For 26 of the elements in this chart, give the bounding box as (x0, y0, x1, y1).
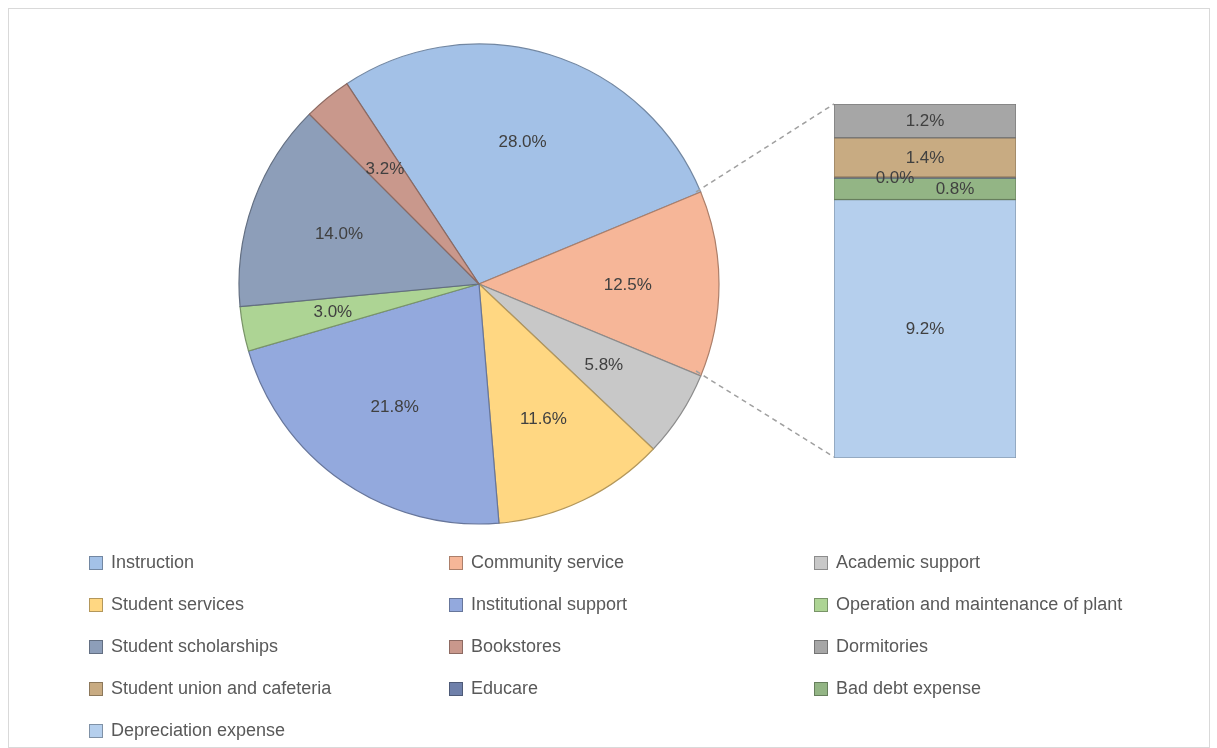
data-label: 1.2% (905, 111, 945, 131)
legend-label: Educare (471, 678, 539, 699)
data-label: 21.8% (370, 397, 419, 417)
data-label: 14.0% (314, 224, 364, 244)
legend-label: Instruction (111, 552, 195, 573)
legend-label: Student scholarships (111, 636, 279, 657)
legend-label: Academic support (836, 552, 981, 573)
legend-label: Student services (111, 594, 245, 615)
legend-label: Operation and maintenance of plant (836, 594, 1123, 615)
data-label: 28.0% (498, 132, 547, 152)
legend-label: Bad debt expense (836, 678, 982, 699)
data-label: 9.2% (905, 319, 945, 339)
data-label: 3.2% (365, 159, 405, 179)
data-label: 5.8% (584, 355, 624, 375)
data-label: 1.4% (905, 147, 945, 167)
legend-label: Community service (471, 552, 625, 573)
legend-label: Dormitories (836, 636, 929, 657)
data-label: 0.0% (875, 167, 915, 187)
data-label: 11.6% (519, 408, 567, 428)
legend-label: Depreciation expense (111, 720, 286, 741)
legend-label: Institutional support (471, 594, 628, 615)
data-label: 0.8% (935, 178, 975, 198)
legend-label: Student union and cafeteria (111, 678, 332, 699)
legend-label: Bookstores (471, 636, 562, 657)
data-label: 3.0% (313, 302, 353, 322)
data-label: 12.5% (603, 274, 652, 294)
